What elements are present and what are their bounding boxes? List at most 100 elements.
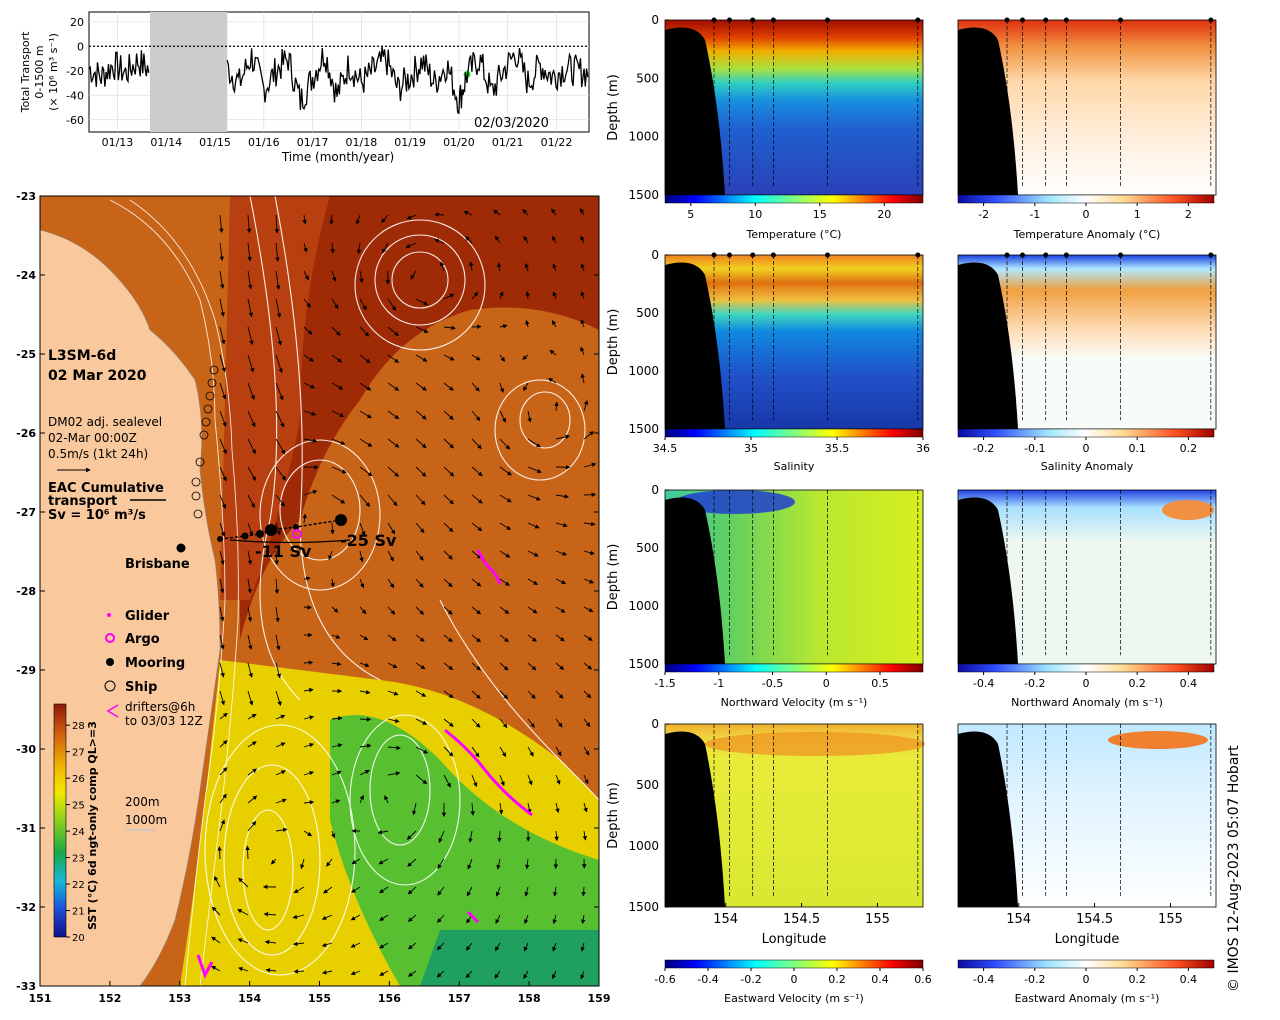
section-panel: 34.5 35 35.5 36 Salinity 0 500 1000 1500 Depth (m…	[606, 248, 930, 473]
vector-info-1: DM02 adj. sealevel	[48, 415, 162, 429]
depth-tick-label: 1000	[628, 130, 659, 144]
velocity-arrow	[549, 349, 557, 356]
velocity-arrow	[331, 438, 346, 445]
sst-colorbar-tick-label: 20	[72, 933, 85, 944]
velocity-arrow	[583, 431, 595, 440]
velocity-arrow	[219, 522, 226, 537]
velocity-arrow	[359, 689, 371, 695]
colorbar-tick-label: -1.5	[654, 677, 675, 690]
velocity-arrow	[303, 771, 315, 776]
velocity-arrow	[580, 970, 585, 980]
colorbar-tick-label: -0.2	[1024, 677, 1045, 690]
velocity-arrow	[246, 214, 252, 234]
depth-tick-label: 1000	[628, 599, 659, 613]
velocity-arrow	[275, 494, 285, 507]
depth-tick-label: 0	[651, 717, 659, 731]
velocity-arrow	[302, 513, 307, 524]
velocity-arrow	[219, 767, 228, 776]
velocity-arrow	[583, 690, 592, 699]
vector-info-2: 02-Mar 00:00Z	[48, 431, 137, 445]
colorbar-label: Salinity Anomaly	[1041, 460, 1134, 473]
eac-label-1: EAC Cumulative	[48, 481, 164, 496]
depth-tick-label: 500	[636, 306, 659, 320]
velocity-arrow	[303, 576, 311, 581]
velocity-vectors	[211, 208, 597, 980]
velocity-arrow	[415, 438, 427, 449]
velocity-arrow	[471, 662, 481, 671]
velocity-arrow	[387, 745, 401, 751]
velocity-arrow	[331, 634, 341, 639]
map-ytick-label: -25	[16, 348, 36, 361]
velocity-arrow	[524, 914, 529, 925]
velocity-arrow	[330, 578, 335, 588]
vector-info-3: 0.5m/s (1kt 24h)	[48, 447, 148, 461]
velocity-arrow	[331, 466, 347, 474]
velocity-arrow	[463, 211, 473, 216]
velocity-arrow	[412, 802, 417, 816]
velocity-arrow	[387, 410, 400, 420]
land-australia	[40, 229, 221, 986]
velocity-arrow	[331, 410, 345, 417]
velocity-arrow	[331, 661, 342, 667]
depth-tick-label: 0	[651, 483, 659, 497]
velocity-arrow	[247, 242, 252, 262]
velocity-arrow	[410, 270, 417, 280]
velocity-arrow	[443, 606, 453, 615]
colorbar-tick-label: -0.2	[740, 973, 761, 986]
velocity-arrow	[555, 606, 566, 613]
velocity-arrow	[303, 800, 315, 805]
velocity-arrow	[499, 718, 508, 729]
velocity-arrow	[247, 550, 253, 565]
velocity-arrow	[350, 914, 361, 921]
colorbar-tick-label: -0.4	[697, 973, 718, 986]
velocity-arrow	[583, 399, 589, 412]
colorbar-label: Eastward Velocity (m s⁻¹)	[724, 992, 864, 1005]
velocity-arrow	[443, 410, 454, 421]
colorbar-label: Temperature Anomaly (°C)	[1013, 228, 1161, 241]
ts-series-line	[88, 50, 150, 87]
velocity-arrow	[555, 802, 560, 814]
velocity-arrow	[525, 858, 530, 870]
legend-drifter-symbol	[106, 704, 119, 718]
velocity-arrow	[580, 263, 585, 272]
velocity-arrow	[359, 410, 372, 419]
velocity-arrow	[499, 324, 508, 329]
velocity-arrow	[466, 886, 473, 897]
velocity-arrow	[471, 438, 482, 450]
velocity-arrow	[379, 970, 389, 976]
velocity-arrow	[247, 713, 257, 720]
velocity-arrow	[554, 401, 559, 412]
velocity-arrow	[211, 906, 221, 916]
velocity-arrow	[555, 690, 564, 699]
velocity-arrow	[387, 298, 397, 312]
legend-ship-symbol	[104, 680, 116, 692]
velocity-arrow	[219, 214, 224, 233]
velocity-arrow	[499, 466, 512, 476]
ts-ytick-label: -40	[66, 89, 84, 102]
velocity-arrow	[499, 746, 507, 758]
velocity-arrow	[527, 718, 535, 728]
velocity-arrow	[303, 830, 313, 837]
velocity-arrow	[359, 769, 370, 776]
map-ytick-label: -23	[16, 190, 36, 203]
velocity-arrow	[552, 914, 557, 925]
depth-axis-label: Depth (m)	[606, 309, 621, 376]
velocity-arrow	[303, 242, 308, 253]
velocity-arrow	[471, 634, 481, 643]
colorbar-tick-label: -0.6	[654, 973, 675, 986]
velocity-arrow	[303, 438, 318, 443]
map-product-label: L3SM-6d	[48, 348, 116, 364]
velocity-arrow	[471, 774, 478, 788]
section-colorbar	[957, 663, 1215, 673]
velocity-arrow	[406, 214, 417, 220]
velocity-arrow	[415, 494, 426, 506]
ts-current-date: 02/03/2020	[474, 116, 549, 131]
isobaths	[109, 199, 239, 986]
colorbar-tick-label: 35.5	[825, 442, 850, 455]
ts-ylabel: Total Transport 0-1500 m (× 10⁶ m³ s⁻¹)	[19, 31, 60, 113]
velocity-arrow	[321, 914, 333, 920]
velocity-arrow	[350, 942, 361, 948]
velocity-arrow	[471, 382, 480, 392]
velocity-arrow	[330, 522, 335, 535]
velocity-arrow	[378, 858, 389, 865]
